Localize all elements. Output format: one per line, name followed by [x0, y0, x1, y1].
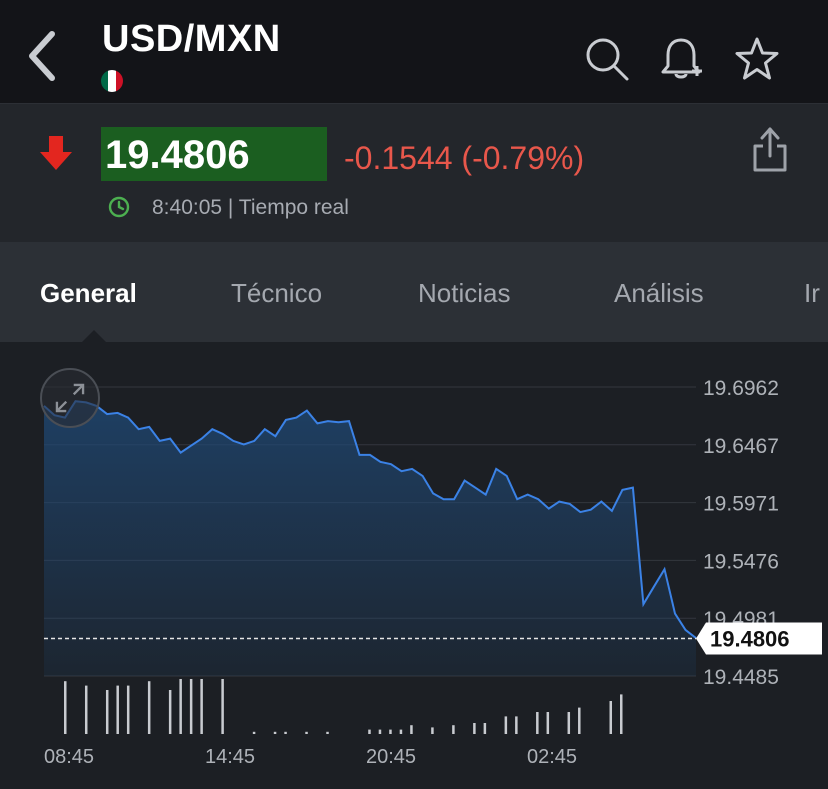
volume-bar — [452, 725, 455, 734]
x-tick-label: 14:45 — [205, 746, 255, 768]
volume-bar — [368, 729, 371, 734]
volume-bar — [179, 679, 182, 734]
x-tick-label: 02:45 — [527, 746, 577, 768]
volume-bar — [567, 712, 571, 734]
volume-bar — [515, 716, 518, 734]
volume-bar — [399, 729, 403, 734]
volume-bar — [536, 712, 539, 734]
price-line — [43, 400, 697, 639]
tab-tecnico[interactable]: Técnico — [231, 278, 323, 308]
star-icon[interactable] — [734, 36, 780, 82]
volume-bar — [147, 681, 151, 734]
volume-bar — [252, 731, 256, 734]
y-tick-label: 19.4485 — [703, 666, 779, 689]
share-icon[interactable] — [750, 124, 790, 174]
current-price-label: 19.4806 — [710, 627, 790, 652]
volume-bar — [168, 690, 172, 734]
arrow-down-icon — [40, 136, 72, 170]
expand-icon[interactable] — [40, 368, 100, 428]
tab-analisis[interactable]: Análisis — [614, 278, 704, 308]
x-tick-label: 20:45 — [366, 746, 416, 768]
tab-more[interactable]: Ir — [804, 278, 820, 308]
clock-icon — [108, 196, 130, 218]
volume-bar — [189, 679, 193, 734]
volume-bar — [200, 679, 203, 734]
current-price: 19.4806 — [101, 127, 327, 181]
flag-stripe-red — [115, 70, 123, 92]
volume-bar — [431, 727, 434, 734]
flag-stripe-white — [108, 70, 116, 92]
chart-panel[interactable]: 19.6962 19.6467 19.5971 19.5476 19.4981 19.44… — [0, 342, 828, 789]
bell-add-icon[interactable] — [658, 36, 704, 82]
price-area-fill — [44, 401, 696, 676]
mexico-flag-icon — [101, 70, 123, 92]
tab-bar: General Técnico Noticias Análisis Ir — [0, 242, 828, 342]
y-tick-label: 19.6467 — [703, 435, 779, 458]
volume-bar — [578, 707, 581, 734]
search-icon[interactable] — [584, 36, 630, 82]
y-tick-label: 19.5971 — [703, 493, 779, 516]
volume-bar — [284, 731, 287, 734]
flag-stripe-green — [101, 70, 109, 92]
volume-bar — [305, 731, 308, 734]
volume-bar — [473, 723, 476, 734]
active-tab-indicator — [82, 330, 106, 342]
top-bar: USD/MXN — [0, 0, 828, 104]
volume-bar — [620, 694, 623, 734]
y-tick-label: 19.5476 — [703, 550, 779, 573]
price-change: -0.1544 (-0.79%) — [344, 140, 585, 176]
volume-bar — [410, 725, 413, 734]
page-title: USD/MXN — [102, 18, 281, 60]
realtime-timestamp: 8:40:05 | Tiempo real — [152, 196, 349, 219]
quote-panel: 19.4806 -0.1544 (-0.79%) 8:40:05 | Tiemp… — [0, 104, 828, 242]
volume-bar — [221, 679, 224, 734]
tab-general[interactable]: General — [40, 278, 137, 308]
volume-bar — [105, 690, 109, 734]
x-tick-label: 08:45 — [44, 746, 94, 768]
volume-bar — [483, 723, 487, 734]
volume-bar — [389, 729, 392, 734]
volume-bar — [126, 685, 130, 734]
current-price-tag — [696, 622, 822, 655]
volume-bar — [609, 701, 613, 734]
back-chevron-icon[interactable] — [22, 28, 62, 84]
y-tick-label: 19.6962 — [703, 377, 779, 400]
volume-bar — [273, 731, 277, 734]
price-chart[interactable]: 19.696219.646719.597119.547619.498119.44… — [0, 342, 828, 789]
volume-bar — [504, 716, 508, 734]
volume-bar — [378, 729, 382, 734]
volume-bar — [84, 685, 88, 734]
volume-bar — [64, 681, 67, 734]
volume-bar — [326, 731, 329, 734]
volume-bar — [546, 712, 550, 734]
volume-bar — [116, 685, 119, 734]
tab-noticias[interactable]: Noticias — [418, 278, 511, 308]
